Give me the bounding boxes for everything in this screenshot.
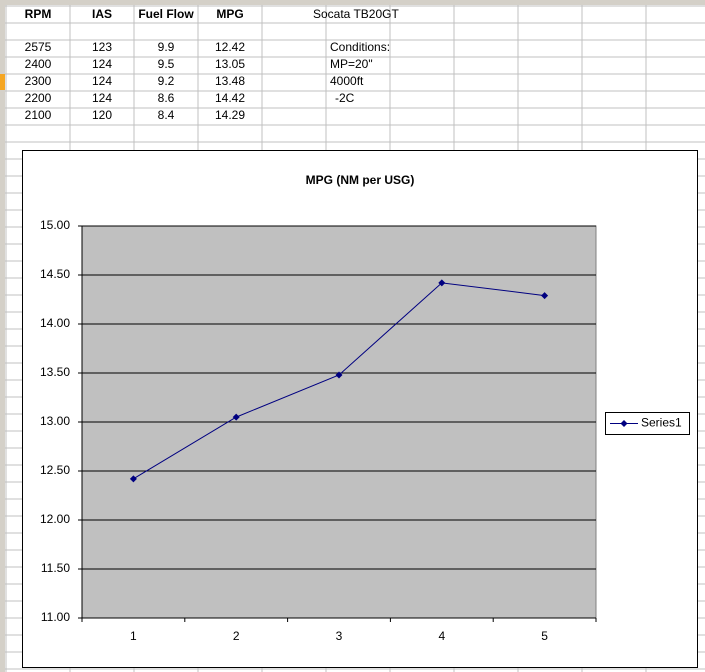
cell[interactable]: 124 — [92, 91, 112, 105]
data-point — [129, 475, 137, 483]
cell[interactable]: 9.2 — [158, 74, 175, 88]
data-point — [335, 371, 343, 379]
cell[interactable]: 13.05 — [215, 57, 245, 71]
x-tick-label: 3 — [336, 629, 343, 643]
cell[interactable]: 120 — [92, 108, 112, 122]
y-tick-label: 13.50 — [40, 365, 70, 379]
legend-label: Series1 — [641, 416, 682, 430]
y-tick-label: 13.00 — [40, 414, 70, 428]
y-tick-label: 14.00 — [40, 316, 70, 330]
column-header-bar — [0, 0, 705, 5]
cell[interactable]: 8.6 — [158, 91, 175, 105]
y-tick-label: 12.00 — [40, 512, 70, 526]
cell[interactable]: 13.48 — [215, 74, 245, 88]
selected-row-header — [0, 74, 5, 90]
x-tick-label: 2 — [233, 629, 240, 643]
x-tick-label: 5 — [541, 629, 548, 643]
cell[interactable]: 124 — [92, 74, 112, 88]
data-point — [541, 292, 549, 300]
cell-note[interactable]: 4000ft — [330, 74, 364, 88]
data-point — [438, 279, 446, 287]
column-heading[interactable]: Fuel Flow — [138, 7, 194, 21]
cell[interactable]: 123 — [92, 40, 112, 54]
column-heading[interactable]: IAS — [92, 7, 112, 21]
cell[interactable]: 14.42 — [215, 91, 245, 105]
column-heading[interactable]: RPM — [25, 7, 52, 21]
cell[interactable]: 2100 — [25, 108, 52, 122]
cell[interactable]: 9.5 — [158, 57, 175, 71]
cell[interactable]: 124 — [92, 57, 112, 71]
cell[interactable]: 2400 — [25, 57, 52, 71]
cell[interactable]: 8.4 — [158, 108, 175, 122]
y-tick-label: 12.50 — [40, 463, 70, 477]
cell-note[interactable]: Conditions: — [330, 40, 390, 54]
cell[interactable]: 2575 — [25, 40, 52, 54]
column-heading[interactable]: MPG — [216, 7, 243, 21]
chart-title: MPG (NM per USG) — [306, 173, 415, 187]
cell-note[interactable]: MP=20" — [330, 57, 373, 71]
x-tick-label: 4 — [438, 629, 445, 643]
cell-aircraft[interactable]: Socata TB20GT — [313, 7, 399, 21]
cell[interactable]: 12.42 — [215, 40, 245, 54]
y-tick-label: 14.50 — [40, 267, 70, 281]
row-header-bar — [0, 0, 5, 672]
cell[interactable]: 14.29 — [215, 108, 245, 122]
y-tick-label: 15.00 — [40, 218, 70, 232]
x-tick-label: 1 — [130, 629, 137, 643]
legend-box — [605, 412, 690, 435]
legend-marker — [620, 420, 628, 427]
cell[interactable]: 2300 — [25, 74, 52, 88]
cell[interactable]: 2200 — [25, 91, 52, 105]
y-tick-label: 11.00 — [41, 610, 70, 624]
data-point — [232, 413, 240, 421]
cell[interactable]: 9.9 — [158, 40, 175, 54]
y-tick-label: 11.50 — [41, 561, 70, 575]
cell-note[interactable]: -2C — [335, 91, 355, 105]
